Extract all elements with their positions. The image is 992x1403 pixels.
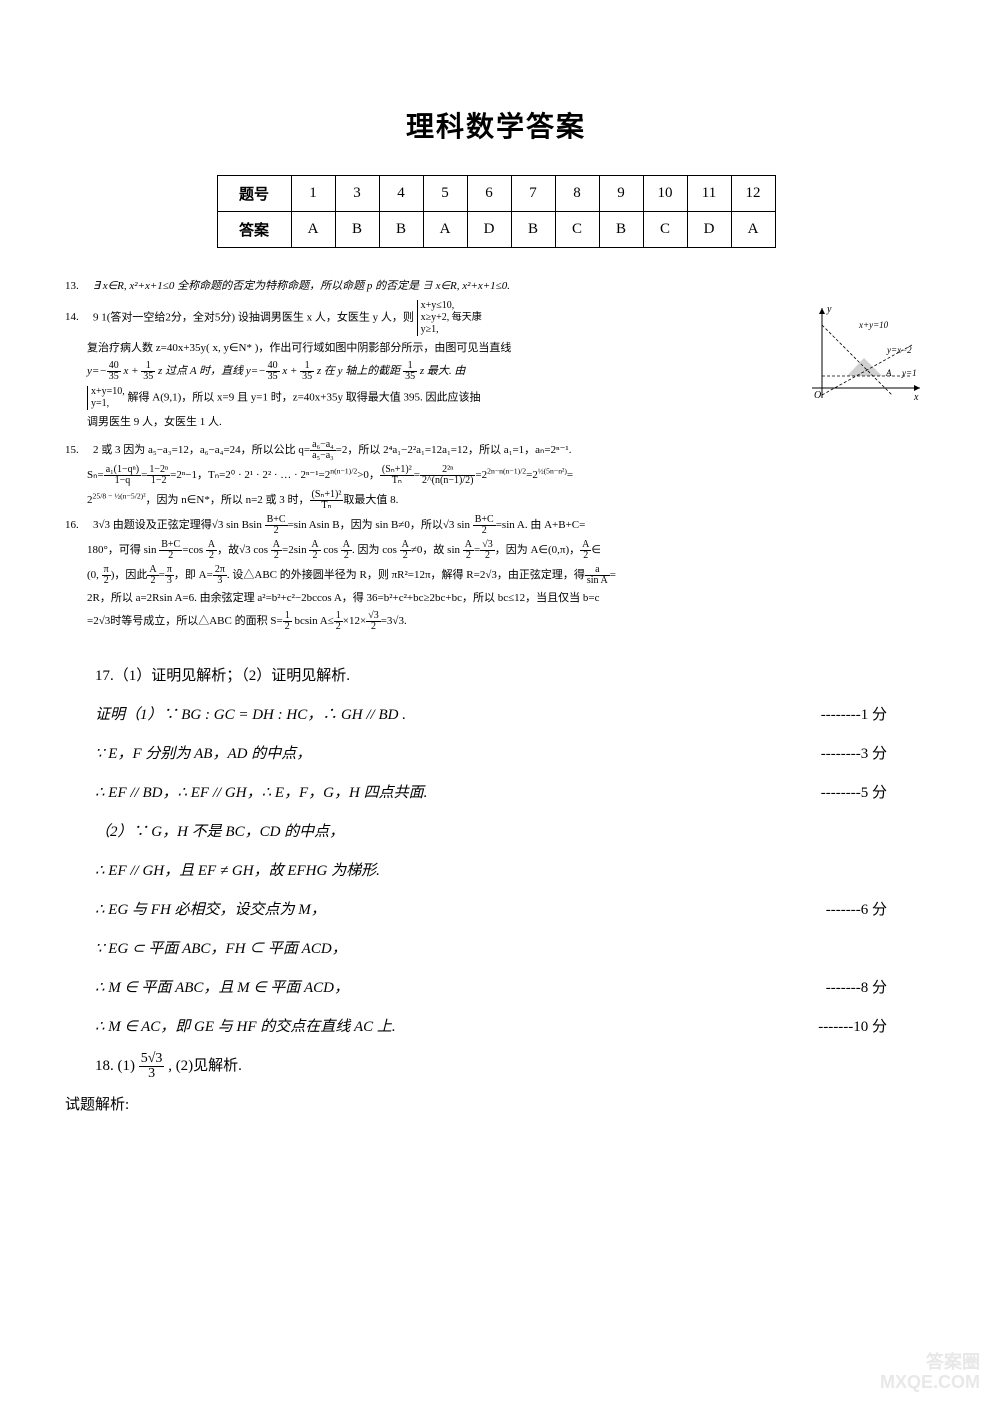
q17-proof: 17.（1）证明见解析；（2）证明见解析. 证明（1）∵ BG : GC = D…	[65, 657, 927, 1125]
q16-line2: 180°，可得 sin B+C2=cos A2，故√3 cos A2=2sin …	[65, 540, 927, 561]
q14-cons2: x≥y+2, 每天康	[421, 312, 482, 324]
col-5: 5	[423, 176, 467, 212]
q13-text: ∃ x∈R, x²+x+1≤0 全称命题的否定为特称命题，所以命题 p 的否定是…	[93, 280, 510, 292]
ans-3: B	[335, 212, 379, 248]
line-yx2: y=x−2	[886, 345, 912, 355]
svg-text:O: O	[814, 390, 821, 401]
q17-l1: 证明（1）∵ BG : GC = DH : HC，∴ GH // BD .	[95, 696, 801, 735]
watermark: 答案圈 MXQE.COM	[880, 1353, 980, 1393]
q17-m2: --------3 分	[801, 735, 887, 774]
q17-l2: ∵ E，F 分别为 AB，AD 的中点，	[95, 735, 801, 774]
q16-line5: =2√3时等号成立，所以△ABC 的面积 S=12 bcsin A≤12×12×…	[65, 611, 927, 632]
col-1: 1	[291, 176, 335, 212]
page-title: 理科数学答案	[65, 105, 927, 145]
q17-l7: ∵ EG ⊂ 平面 ABC，FH ⊂ 平面 ACD，	[95, 930, 887, 969]
col-8: 8	[555, 176, 599, 212]
col-7: 7	[511, 176, 555, 212]
q17-head: 17.（1）证明见解析；（2）证明见解析.	[95, 657, 887, 696]
q17-m8: -------8 分	[806, 969, 887, 1008]
ans-9: B	[599, 212, 643, 248]
answer-table: 题号 1 3 4 5 6 7 8 9 10 11 12 答案 A B B A D…	[217, 175, 776, 248]
q14-cons3: y≥1,	[421, 324, 482, 336]
ans-6: D	[467, 212, 511, 248]
line-y1: y=1	[901, 368, 917, 378]
col-12: 12	[731, 176, 775, 212]
y-axis-label: y	[826, 304, 832, 315]
q15-line1: 15.2 或 3 因为 a₅−a₃=12，a₆−a₄=24，所以公比 q=a₆−…	[65, 440, 927, 461]
detailed-solutions: 13.∃ x∈R, x²+x+1≤0 全称命题的否定为特称命题，所以命题 p 的…	[65, 278, 927, 632]
q17-m1: --------1 分	[801, 696, 887, 735]
q13-line: 13.∃ x∈R, x²+x+1≤0 全称命题的否定为特称命题，所以命题 p 的…	[65, 278, 927, 296]
q17-m6: -------6 分	[806, 891, 887, 930]
ans-11: D	[687, 212, 731, 248]
q14-num: 14.	[65, 309, 93, 327]
ans-5: A	[423, 212, 467, 248]
q17-l6: ∴ EG 与 FH 必相交，设交点为 M，	[95, 891, 806, 930]
ans-1: A	[291, 212, 335, 248]
q16-line4: 2R，所以 a=2Rsin A=6. 由余弦定理 a²=b²+c²−2bccos…	[65, 590, 927, 608]
q15-line3: 225/8 − ½(n−5/2)²，因为 n∈N*，所以 n=2 或 3 时，(…	[65, 490, 927, 511]
q17-l4: （2）∵ G，H 不是 BC，CD 的中点，	[95, 813, 887, 852]
q14-cons1: x+y≤10,	[421, 300, 482, 312]
q18-line: 18. (1) 5√33 , (2)见解析.	[95, 1047, 887, 1086]
col-4: 4	[379, 176, 423, 212]
header-label: 题号	[217, 176, 291, 212]
q17-l5: ∴ EF // GH，且 EF ≠ GH，故 EFHG 为梯形.	[95, 852, 887, 891]
point-a: A	[885, 368, 892, 378]
table-answer-row: 答案 A B B A D B C B C D A	[217, 212, 775, 248]
col-11: 11	[687, 176, 731, 212]
q14-line5: 调男医生 9 人，女医生 1 人.	[65, 414, 927, 432]
answer-label: 答案	[217, 212, 291, 248]
ans-10: C	[643, 212, 687, 248]
q17-l3: ∴ EF // BD，∴ EF // GH，∴ E，F，G，H 四点共面.	[95, 774, 801, 813]
q17-l9: ∴ M ∈ AC，即 GE 与 HF 的交点在直线 AC 上.	[95, 1008, 798, 1047]
q14-feasible-region-graph: y x O x+y=10 y=x−2 y=1 A	[792, 300, 927, 410]
line-xy10: x+y=10	[858, 320, 889, 330]
col-9: 9	[599, 176, 643, 212]
q16-line3: (0, π2)，因此A2=π3，即 A=2π3. 设△ABC 的外接圆半径为 R…	[65, 565, 927, 586]
q16-line1: 16.3√3 由题设及正弦定理得√3 sin Bsin B+C2=sin Asi…	[65, 515, 927, 536]
x-axis-label: x	[913, 392, 919, 403]
col-10: 10	[643, 176, 687, 212]
q17-l8: ∴ M ∈ 平面 ABC，且 M ∈ 平面 ACD，	[95, 969, 806, 1008]
q13-num: 13.	[65, 278, 93, 296]
col-6: 6	[467, 176, 511, 212]
q17-m3: --------5 分	[801, 774, 887, 813]
col-3: 3	[335, 176, 379, 212]
ans-4: B	[379, 212, 423, 248]
table-header-row: 题号 1 3 4 5 6 7 8 9 10 11 12	[217, 176, 775, 212]
q15-line2: Sₙ=a₁(1−qⁿ)1−q=1−2ⁿ1−2=2ⁿ−1，Tₙ=2⁰ · 2¹ ·…	[65, 465, 927, 486]
q18-analysis: 试题解析:	[65, 1086, 887, 1125]
ans-8: C	[555, 212, 599, 248]
q14-lead: 9 1(答对一空给2分，全对5分) 设抽调男医生 x 人，女医生 y 人，则	[93, 311, 414, 323]
q17-m9: -------10 分	[798, 1008, 887, 1047]
ans-12: A	[731, 212, 775, 248]
ans-7: B	[511, 212, 555, 248]
